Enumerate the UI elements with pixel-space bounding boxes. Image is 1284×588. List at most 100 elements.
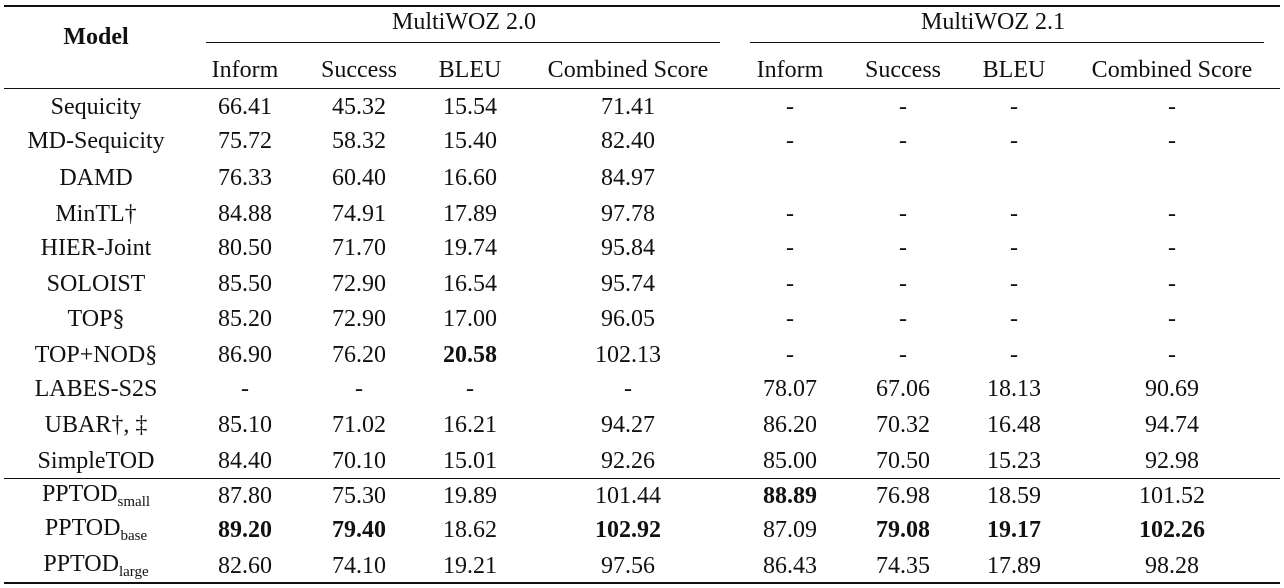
- table-cell: 75.30: [332, 483, 386, 509]
- model-name: TOP+NOD§: [35, 343, 157, 367]
- bottom-rule: [4, 582, 1280, 584]
- table-cell: 70.10: [332, 448, 386, 474]
- table-cell: -: [899, 235, 907, 261]
- table-cell: 15.54: [443, 94, 497, 120]
- metric-header: Inform: [211, 57, 279, 83]
- table-cell: -: [1010, 306, 1018, 332]
- table-cell: -: [899, 271, 907, 297]
- table-cell: 16.21: [443, 412, 497, 438]
- table-cell: -: [1168, 306, 1176, 332]
- table-cell: 71.02: [332, 412, 386, 438]
- table-cell: 18.62: [443, 517, 497, 543]
- table-cell: 18.59: [987, 483, 1041, 509]
- table-cell: 94.27: [601, 412, 655, 438]
- model-label: SimpleTOD: [37, 448, 155, 474]
- table-cell: 16.60: [443, 165, 497, 191]
- model-size: base: [120, 528, 148, 544]
- model-name: PPTODlarge: [43, 552, 148, 580]
- metric-header: BLEU: [982, 57, 1046, 83]
- table-cell: 80.50: [218, 235, 272, 261]
- model-label: SOLOIST: [46, 271, 146, 297]
- table-cell: 96.05: [601, 306, 655, 332]
- table-cell: 15.40: [443, 128, 497, 154]
- table-cell: 15.01: [443, 448, 497, 474]
- model-label: DAMD: [59, 165, 133, 191]
- table-cell: -: [1168, 128, 1176, 154]
- table-cell: 86.43: [763, 553, 817, 579]
- table-cell: 74.10: [332, 553, 386, 579]
- table-cell: -: [786, 94, 794, 120]
- table-cell: 60.40: [332, 165, 386, 191]
- top-rule: [4, 5, 1280, 7]
- table-cell: 86.90: [218, 342, 272, 368]
- table-cell: 84.40: [218, 448, 272, 474]
- model-name: MD-Sequicity: [27, 129, 164, 153]
- table-cell: 20.58: [443, 342, 497, 368]
- table-cell: 90.69: [1145, 376, 1199, 402]
- table-cell: -: [786, 342, 794, 368]
- table-cell: 17.89: [987, 553, 1041, 579]
- table-cell: 15.23: [987, 448, 1041, 474]
- table-cell: 87.80: [218, 483, 272, 509]
- table-cell: 16.54: [443, 271, 497, 297]
- metric-header: BLEU: [438, 57, 502, 83]
- table-cell: -: [1010, 342, 1018, 368]
- table-cell: 66.41: [218, 94, 272, 120]
- table-cell: 74.91: [332, 201, 386, 227]
- table-cell: 17.89: [443, 201, 497, 227]
- table-cell: -: [899, 306, 907, 332]
- table-cell: -: [1010, 201, 1018, 227]
- model-label: TOP+NOD§: [34, 342, 158, 368]
- table-cell: 71.70: [332, 235, 386, 261]
- table-cell: 102.26: [1139, 517, 1205, 543]
- table-cell: 19.21: [443, 553, 497, 579]
- table-cell: 19.89: [443, 483, 497, 509]
- table-cell: 75.72: [218, 128, 272, 154]
- table-cell: -: [1168, 94, 1176, 120]
- table-cell: 74.35: [876, 553, 930, 579]
- table-cell: 82.60: [218, 553, 272, 579]
- table-cell: 17.00: [443, 306, 497, 332]
- model-label: HIER-Joint: [40, 235, 152, 261]
- model-label: TOP§: [67, 306, 125, 332]
- table-cell: -: [466, 376, 474, 402]
- table-cell: 84.97: [601, 165, 655, 191]
- model-label: PPTOD: [43, 551, 119, 577]
- metric-header: Success: [321, 57, 397, 83]
- table-cell: -: [899, 342, 907, 368]
- table-cell: -: [1168, 201, 1176, 227]
- table-cell: -: [1168, 342, 1176, 368]
- table-cell: 98.28: [1145, 553, 1199, 579]
- model-label: LABES-S2S: [34, 376, 158, 402]
- table-cell: -: [786, 306, 794, 332]
- table-cell: 67.06: [876, 376, 930, 402]
- table-cell: 19.74: [443, 235, 497, 261]
- group-rule: [750, 42, 1264, 43]
- model-name: DAMD: [59, 166, 132, 190]
- table-cell: -: [786, 235, 794, 261]
- model-label: MD-Sequicity: [27, 128, 165, 154]
- section-rule: [4, 478, 1280, 479]
- table-cell: 76.98: [876, 483, 930, 509]
- table-cell: 92.98: [1145, 448, 1199, 474]
- table-cell: -: [241, 376, 249, 402]
- table-cell: 72.90: [332, 271, 386, 297]
- table-cell: 18.13: [987, 376, 1041, 402]
- model-label: MinTL†: [55, 201, 137, 227]
- table-cell: 88.89: [763, 483, 817, 509]
- model-label: Sequicity: [50, 94, 142, 120]
- model-size: small: [117, 494, 151, 510]
- table-cell: 101.44: [595, 483, 661, 509]
- table-cell: 92.26: [601, 448, 655, 474]
- table-cell: 16.48: [987, 412, 1041, 438]
- table-cell: 97.56: [601, 553, 655, 579]
- table-cell: 85.10: [218, 412, 272, 438]
- table-cell: 97.78: [601, 201, 655, 227]
- metric-header: Success: [865, 57, 941, 83]
- table-cell: 79.08: [876, 517, 930, 543]
- table-cell: 45.32: [332, 94, 386, 120]
- table-cell: 71.41: [601, 94, 655, 120]
- table-cell: 58.32: [332, 128, 386, 154]
- table-cell: -: [1010, 94, 1018, 120]
- model-label: UBAR†, ‡: [44, 412, 148, 438]
